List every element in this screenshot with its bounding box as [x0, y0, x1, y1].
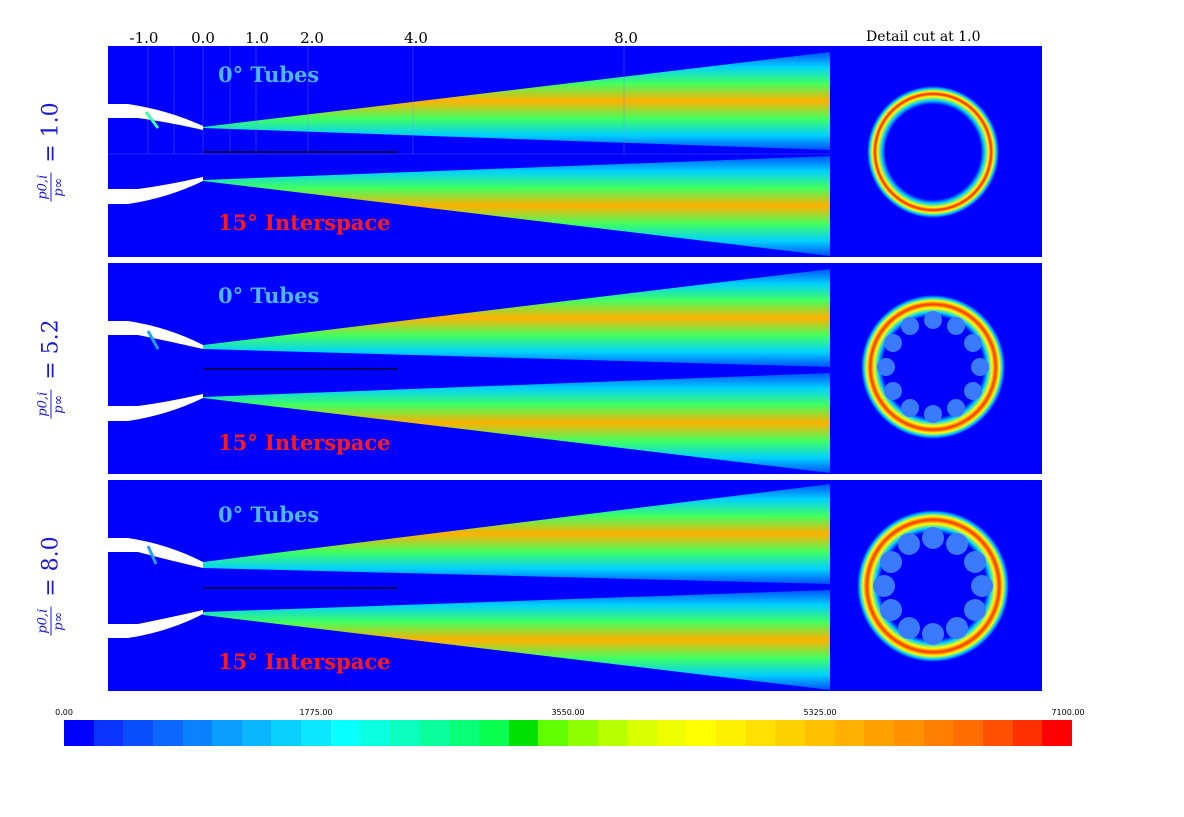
lower-jet-plume — [203, 373, 830, 473]
colorbar-swatch — [478, 720, 509, 746]
label-interspace: 15° Interspace — [218, 210, 391, 235]
upper-jet-plume — [203, 269, 830, 367]
colorbar-swatch — [805, 720, 835, 746]
colorbar-tick-label: 3550.00 — [551, 708, 585, 717]
colorbar-swatch — [923, 720, 954, 746]
pressure-ratio-value: = 5.2 — [38, 318, 64, 380]
detail-cut-ring — [861, 295, 1005, 439]
colorbar-tick-label: 0.00 — [55, 708, 73, 717]
colorbar-swatch — [360, 720, 391, 746]
colorbar-swatch — [182, 720, 213, 746]
colorbar-swatch — [123, 720, 153, 746]
upper-jet-plume — [203, 52, 830, 150]
colorbar-swatch — [716, 720, 746, 746]
colorbar-tick-label: 7100.00 — [1051, 708, 1085, 717]
nozzle-wall-upper — [108, 321, 203, 349]
nozzle-wall-lower — [108, 177, 203, 204]
lower-jet-plume — [203, 156, 830, 256]
colorbar-swatch — [834, 720, 865, 746]
label-interspace: 15° Interspace — [218, 430, 391, 455]
nozzle-wall-lower — [108, 394, 203, 421]
colorbar-swatch — [271, 720, 302, 746]
colorbar-swatch — [567, 720, 598, 746]
contour-panel-1 — [108, 46, 1042, 257]
pressure-ratio-value: = 1.0 — [38, 101, 64, 163]
colorbar-tick-label: 1775.00 — [299, 708, 333, 717]
colorbar-swatch — [449, 720, 479, 746]
nozzle-wall-lower — [108, 610, 203, 638]
colorbar-swatch — [390, 720, 420, 746]
colorbar-swatch — [775, 720, 806, 746]
label-tubes: 0° Tubes — [218, 283, 320, 308]
label-interspace: 15° Interspace — [218, 649, 391, 674]
colorbar-swatch — [627, 720, 657, 746]
contour-plot — [108, 46, 1042, 257]
colorbar-swatch — [152, 720, 183, 746]
colorbar-swatch — [330, 720, 361, 746]
colorbar-swatch — [953, 720, 983, 746]
pressure-ratio-label: p0,i p∞ = 1.0 — [35, 101, 67, 202]
detail-cut-ring — [867, 86, 999, 218]
colorbar-tick-label: 5325.00 — [803, 708, 837, 717]
pressure-ratio-label: p0,i p∞ = 5.2 — [35, 318, 67, 419]
nozzle-wall-upper — [108, 538, 203, 568]
colorbar-swatch — [597, 720, 628, 746]
contour-panel-2 — [108, 263, 1042, 474]
colorbar-swatch — [64, 720, 94, 746]
lower-jet-plume — [203, 590, 830, 690]
label-tubes: 0° Tubes — [218, 62, 320, 87]
detail-cut-lobes — [873, 527, 993, 645]
colorbar-swatch — [301, 720, 331, 746]
colorbar-swatch — [982, 720, 1013, 746]
colorbar-swatch — [241, 720, 272, 746]
colorbar-swatch — [1042, 720, 1072, 746]
axis-tick-label: 0.0 — [191, 29, 215, 47]
label-tubes: 0° Tubes — [218, 502, 320, 527]
pressure-ratio-label: p0,i p∞ = 8.0 — [35, 535, 67, 636]
colorbar-swatch — [212, 720, 242, 746]
colorbar-swatch — [419, 720, 450, 746]
axis-tick-label: 1.0 — [245, 29, 269, 47]
upper-jet-plume — [203, 484, 830, 584]
detail-cut-title: Detail cut at 1.0 — [866, 29, 981, 45]
nozzle-wall-upper — [108, 104, 203, 130]
colorbar-swatch — [864, 720, 894, 746]
contour-plot — [108, 263, 1042, 474]
colorbar-swatch — [538, 720, 568, 746]
colorbar-swatch — [93, 720, 124, 746]
axis-tick-label: 4.0 — [404, 29, 428, 47]
colorbar-swatch — [508, 720, 539, 746]
detail-cut-lobes — [877, 311, 989, 423]
colorbar-swatch — [893, 720, 924, 746]
axis-tick-label: 2.0 — [300, 29, 324, 47]
colorbar-swatch — [686, 720, 717, 746]
detail-cut-ring — [857, 510, 1009, 662]
contour-panel-3 — [108, 480, 1042, 691]
colorbar — [64, 720, 1072, 746]
colorbar-swatch — [656, 720, 687, 746]
colorbar-swatch — [745, 720, 776, 746]
colorbar-swatch — [1012, 720, 1043, 746]
contour-plot — [108, 480, 1042, 691]
axis-tick-label: -1.0 — [129, 29, 159, 47]
pressure-ratio-value: = 8.0 — [38, 535, 64, 597]
axis-tick-label: 8.0 — [614, 29, 638, 47]
